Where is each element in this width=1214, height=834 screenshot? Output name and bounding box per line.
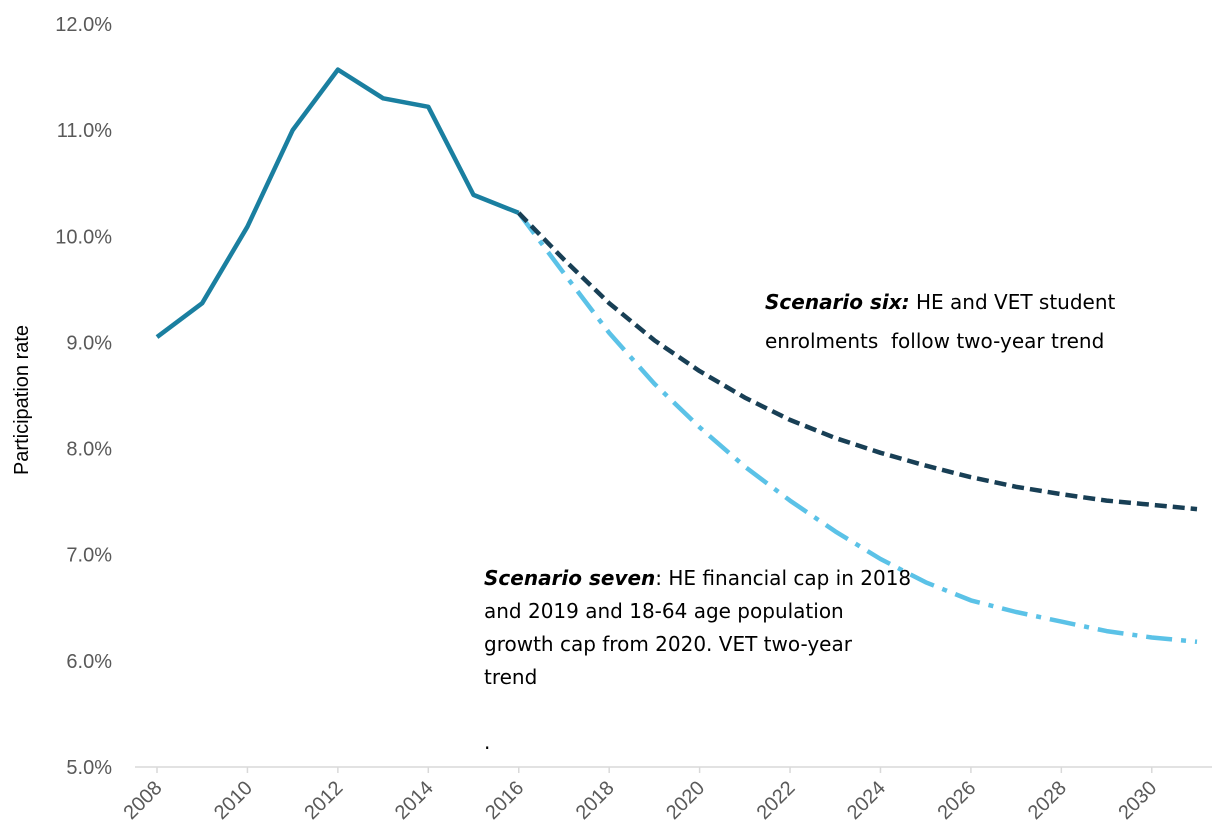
series-line-scenario-six [517, 211, 1198, 512]
annotation-scenario-six-line-1: Scenario six: HE and VET student [765, 290, 1116, 314]
x-tick-label: 2022 [753, 777, 800, 824]
annotation-scenario-seven-line-2: and 2019 and 18-64 age population [484, 599, 844, 623]
y-tick-label: 5.0% [66, 757, 112, 779]
annotation-scenario-six-text-1: HE and VET student [910, 290, 1116, 314]
series-lines [155, 67, 1198, 645]
x-tick-label: 2026 [933, 777, 980, 824]
x-tick-label: 2014 [391, 777, 438, 824]
y-axis-label: Participation rate [11, 325, 33, 475]
x-tick-label: 2018 [572, 777, 619, 824]
x-tick-label: 2016 [481, 777, 528, 824]
y-tick-label: 10.0% [55, 226, 112, 248]
x-tick-label: 2024 [843, 777, 890, 824]
x-tick-label: 2020 [662, 777, 709, 824]
series-line-historical [155, 67, 520, 339]
annotation-scenario-six-line-2: enrolments follow two-year trend [765, 329, 1104, 353]
series-line-scenario-seven [516, 211, 1198, 645]
annotation-scenario-seven-title: Scenario seven [484, 566, 655, 590]
x-tick-label: 2030 [1114, 777, 1161, 824]
y-tick-label: 6.0% [66, 651, 112, 673]
x-axis-ticks: 2008 2010 2012 2014 2016 2018 2020 2022 2024 2026… [120, 767, 1161, 824]
annotation-scenario-seven-line-1: Scenario seven: HE financial cap in 2018 [484, 566, 911, 590]
x-tick-label: 2008 [120, 777, 167, 824]
y-tick-label: 9.0% [66, 332, 112, 354]
annotation-scenario-seven-line-4: trend [484, 665, 537, 689]
x-tick-label: 2012 [300, 777, 347, 824]
annotation-scenario-seven-dot: . [484, 730, 490, 754]
x-tick-label: 2010 [210, 777, 257, 824]
y-tick-label: 12.0% [55, 14, 112, 36]
y-tick-label: 7.0% [66, 545, 112, 567]
y-axis-ticks: 5.0% 6.0% 7.0% 8.0% 9.0% 10.0% 11.0% 12.0% [55, 14, 112, 779]
y-tick-label: 8.0% [66, 439, 112, 461]
annotation-scenario-seven-text-1: : HE financial cap in 2018 [655, 566, 911, 590]
x-tick-label: 2028 [1024, 777, 1071, 824]
annotation-scenario-six-title: Scenario six: [765, 290, 910, 314]
y-tick-label: 11.0% [57, 120, 112, 142]
annotation-scenario-seven-line-3: growth cap from 2020. VET two-year [484, 632, 853, 656]
